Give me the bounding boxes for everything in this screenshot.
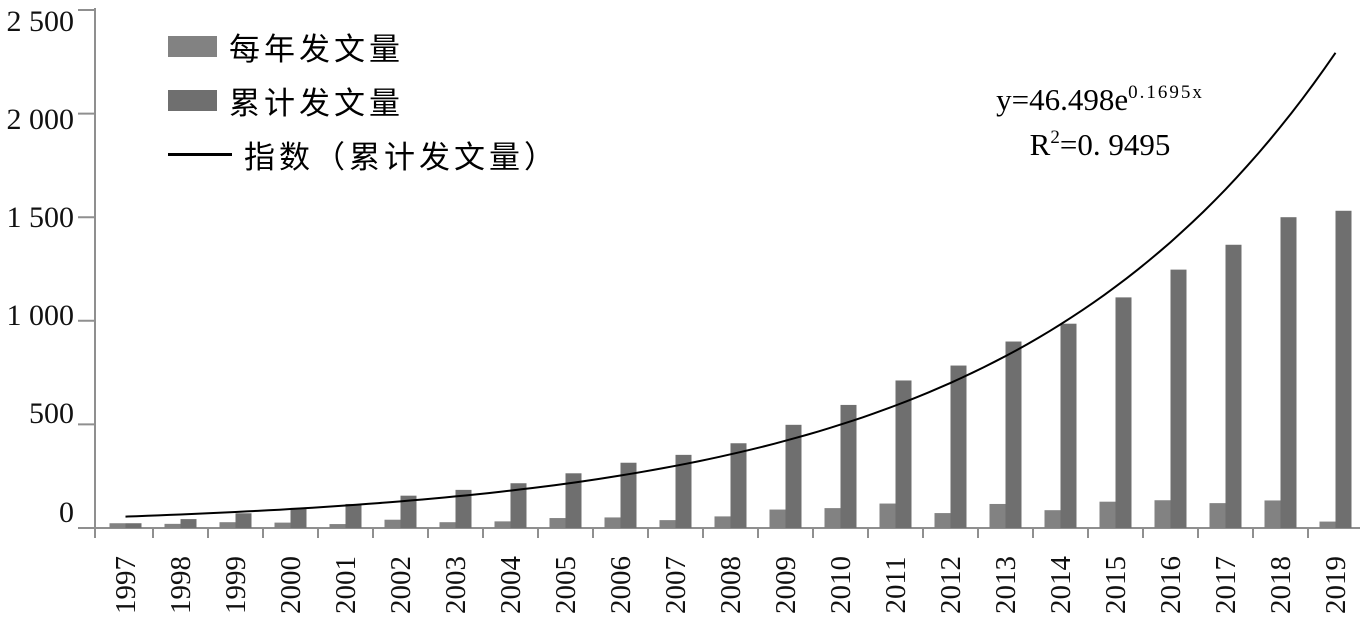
bar-annual-2009	[769, 509, 786, 528]
bar-cumulative-2019	[1335, 210, 1352, 528]
bar-annual-1998	[164, 523, 181, 528]
chart-legend: 每年发文量 累计发文量 指数（累计发文量）	[168, 24, 559, 186]
x-tick-label-2017: 2017	[1209, 556, 1242, 614]
x-tick-label-2002: 2002	[384, 556, 417, 614]
bar-cumulative-2004	[510, 483, 527, 528]
x-tick-label-2019: 2019	[1319, 556, 1352, 614]
bar-cumulative-2015	[1115, 297, 1132, 528]
bar-annual-2019	[1319, 521, 1336, 528]
y-tick-label-2000: 2 000	[6, 103, 75, 136]
x-tick-label-2009: 2009	[769, 556, 802, 614]
equation-exponent: 0.1695x	[1128, 82, 1204, 103]
legend-item-annual: 每年发文量	[168, 24, 559, 68]
trendline-sample	[168, 152, 232, 156]
x-tick-label-2016: 2016	[1154, 556, 1187, 614]
x-tick-label-1998: 1998	[164, 556, 197, 614]
bar-annual-2018	[1264, 500, 1281, 528]
bar-annual-2002	[384, 519, 401, 528]
bar-cumulative-2009	[785, 424, 802, 528]
y-tick-label-500: 500	[29, 397, 74, 430]
bar-cumulative-2014	[1060, 323, 1077, 528]
bar-annual-2004	[494, 521, 511, 528]
bar-cumulative-2000	[290, 507, 307, 528]
legend-label-trendline: 指数（累计发文量）	[244, 139, 559, 175]
x-tick-label-2008: 2008	[714, 556, 747, 614]
bar-cumulative-1998	[180, 519, 197, 528]
x-tick-label-1997: 1997	[109, 556, 142, 614]
bar-cumulative-2001	[345, 503, 362, 528]
legend-item-trendline: 指数（累计发文量）	[168, 132, 559, 176]
x-tick-label-1999: 1999	[219, 556, 252, 614]
bar-annual-2005	[549, 518, 566, 528]
bar-annual-2014	[1044, 510, 1061, 528]
x-tick-label-2003: 2003	[439, 556, 472, 614]
bar-annual-2006	[604, 517, 621, 528]
bar-cumulative-2012	[950, 365, 967, 528]
bar-cumulative-2005	[565, 473, 582, 528]
bar-annual-2012	[934, 513, 951, 528]
bar-cumulative-2017	[1225, 244, 1242, 528]
x-tick-label-2007: 2007	[659, 556, 692, 614]
bar-annual-2017	[1209, 503, 1226, 528]
bar-cumulative-2018	[1280, 217, 1297, 528]
trendline-curve	[125, 52, 1337, 518]
bar-annual-2010	[824, 508, 841, 528]
x-tick-label-2006: 2006	[604, 556, 637, 614]
bar-annual-2015	[1099, 501, 1116, 528]
annual-series-swatch	[168, 35, 217, 57]
bar-cumulative-2002	[400, 495, 417, 528]
trendline-equation: y=46.498e0.1695x R2=0. 9495	[975, 74, 1225, 164]
x-tick-label-2000: 2000	[274, 556, 307, 614]
y-tick-label-1000: 1 000	[6, 299, 75, 332]
equation-line: y=46.498e0.1695x	[996, 82, 1204, 117]
bar-annual-2013	[989, 503, 1006, 528]
x-tick-label-2010: 2010	[824, 556, 857, 614]
bar-annual-2007	[659, 520, 676, 528]
x-tick-label-2001: 2001	[329, 556, 362, 614]
x-tick-label-2011: 2011	[879, 556, 912, 614]
bar-annual-2003	[439, 522, 456, 528]
bar-cumulative-2008	[730, 443, 747, 528]
legend-label-annual: 每年发文量	[229, 31, 404, 67]
bar-annual-2000	[274, 522, 291, 528]
x-tick-label-2012: 2012	[934, 556, 967, 614]
x-tick-label-2018: 2018	[1264, 556, 1297, 614]
bar-cumulative-1997	[125, 523, 142, 528]
y-tick-label-1500: 1 500	[6, 201, 75, 234]
bar-cumulative-2003	[455, 489, 472, 528]
bar-cumulative-2006	[620, 462, 637, 528]
bar-cumulative-2007	[675, 454, 692, 528]
bar-annual-2016	[1154, 500, 1171, 528]
bar-cumulative-1999	[235, 513, 252, 528]
x-tick-label-2013: 2013	[989, 556, 1022, 614]
bar-cumulative-2010	[840, 404, 857, 528]
bar-annual-1997	[109, 523, 126, 528]
legend-item-cumulative: 累计发文量	[168, 78, 559, 122]
bar-cumulative-2013	[1005, 341, 1022, 528]
r-squared-line: R2=0. 9495	[1029, 127, 1171, 162]
y-tick-label-0: 0	[59, 496, 74, 529]
bar-cumulative-2016	[1170, 269, 1187, 528]
cumulative-series-swatch	[168, 89, 217, 111]
bar-annual-2011	[879, 503, 896, 528]
x-tick-label-2014: 2014	[1044, 556, 1077, 614]
x-tick-label-2004: 2004	[494, 556, 527, 614]
y-tick-label-2500: 2 500	[6, 5, 75, 38]
bar-annual-2001	[329, 524, 346, 528]
x-tick-label-2005: 2005	[549, 556, 582, 614]
bar-cumulative-2011	[895, 380, 912, 528]
bar-annual-1999	[219, 522, 236, 528]
legend-label-cumulative: 累计发文量	[229, 85, 404, 121]
bar-annual-2008	[714, 516, 731, 528]
x-tick-label-2015: 2015	[1099, 556, 1132, 614]
